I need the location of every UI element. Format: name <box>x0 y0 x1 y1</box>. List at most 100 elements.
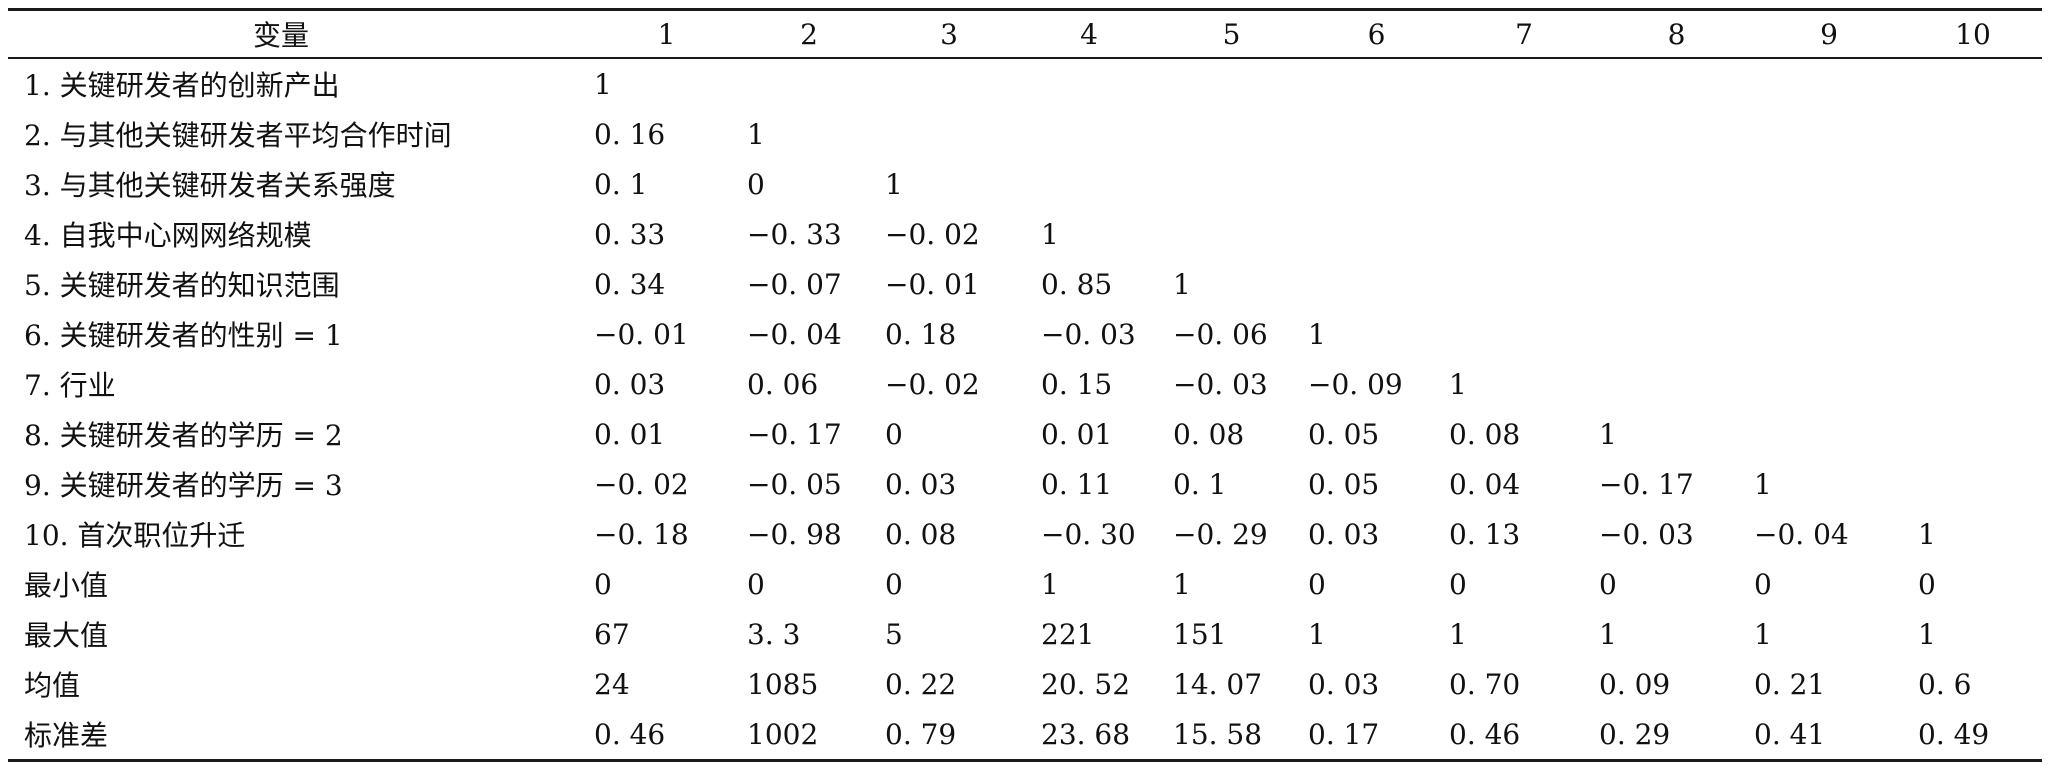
header-col-7: 7 <box>1515 17 1533 51</box>
table-cell: −0. 01 <box>594 317 689 351</box>
table-cell: 0. 04 <box>1449 467 1521 501</box>
table-cell: 0. 70 <box>1449 667 1521 701</box>
table-row: 1. 关键研发者的创新产出 1 <box>8 59 2042 109</box>
table-cell <box>1754 309 1904 359</box>
table-cell: 1 <box>1449 367 1467 401</box>
table-cell <box>1754 359 1904 409</box>
table-cell: 1 <box>1173 267 1191 301</box>
table-cell: 0 <box>885 567 903 601</box>
row-label: 2. 与其他关键研发者平均合作时间 <box>24 119 452 152</box>
table-cell: 0 <box>594 567 612 601</box>
table-cell <box>1304 109 1449 159</box>
table-cell: 0. 17 <box>1308 717 1380 751</box>
table-cell <box>1904 409 2042 459</box>
table-cell: 5 <box>885 617 903 651</box>
table-cell <box>739 59 879 109</box>
table-cell <box>1904 259 2042 309</box>
row-label: 7. 行业 <box>24 369 116 402</box>
table-cell <box>1159 109 1304 159</box>
table-cell: 151 <box>1173 617 1227 651</box>
table-cell: 1 <box>1308 317 1326 351</box>
table-cell <box>1599 259 1754 309</box>
table-cell: 1 <box>1754 467 1772 501</box>
table-cell: 0 <box>1918 567 1936 601</box>
table-row: 均值 24 1085 0. 22 20. 52 14. 07 0. 03 0. 70 0. 09… <box>8 659 2042 709</box>
table-row: 最小值 0 0 0 1 1 0 0 0 0 0 <box>8 559 2042 609</box>
table-cell: 0. 11 <box>1041 467 1113 501</box>
table-cell <box>1904 209 2042 259</box>
correlation-table: 变量 1 2 3 4 5 6 7 8 9 10 <box>8 11 2042 57</box>
table-cell: 0. 05 <box>1308 467 1380 501</box>
header-col-4: 4 <box>1080 17 1098 51</box>
table-cell: −0. 17 <box>1599 467 1694 501</box>
header-row: 变量 1 2 3 4 5 6 7 8 9 10 <box>8 11 2042 57</box>
table-cell <box>1019 109 1159 159</box>
table-cell: 0. 08 <box>1449 417 1521 451</box>
table-cell: 0. 03 <box>594 367 666 401</box>
table-cell: 14. 07 <box>1173 667 1263 701</box>
table-cell <box>1904 359 2042 409</box>
table-cell <box>1599 209 1754 259</box>
table-cell: 0. 79 <box>885 717 957 751</box>
table-cell: 15. 58 <box>1173 717 1263 751</box>
table-cell: 0. 15 <box>1041 367 1113 401</box>
table-cell <box>1754 109 1904 159</box>
table-cell: −0. 02 <box>885 217 980 251</box>
table-cell: −0. 18 <box>594 517 689 551</box>
table-cell: 1002 <box>747 717 819 751</box>
table-cell: 0 <box>1449 567 1467 601</box>
table-cell: −0. 06 <box>1173 317 1268 351</box>
top-rule <box>8 8 2042 11</box>
table-cell <box>1754 209 1904 259</box>
table-cell: 0. 6 <box>1918 667 1972 701</box>
bottom-rule <box>8 759 2042 762</box>
table-cell: 0. 33 <box>594 217 666 251</box>
table-cell <box>1599 359 1754 409</box>
table-cell <box>1599 309 1754 359</box>
table-cell: −0. 03 <box>1599 517 1694 551</box>
table-cell: −0. 05 <box>747 467 842 501</box>
header-col-3: 3 <box>940 17 958 51</box>
table-cell: 1 <box>1041 567 1059 601</box>
table-row: 7. 行业 0. 03 0. 06 −0. 02 0. 15 −0. 03 −0. 09 1 <box>8 359 2042 409</box>
header-col-10: 10 <box>1955 17 1991 51</box>
table-cell <box>1904 459 2042 509</box>
table-cell <box>1159 59 1304 109</box>
table-cell <box>1449 109 1599 159</box>
table-row: 8. 关键研发者的学历 = 2 0. 01 −0. 17 0 0. 01 0. 08 0. … <box>8 409 2042 459</box>
row-label: 最小值 <box>24 569 109 602</box>
table-cell: 1 <box>1599 417 1617 451</box>
table-cell: 221 <box>1041 617 1095 651</box>
row-label: 最大值 <box>24 619 109 652</box>
table-cell: 0 <box>1308 567 1326 601</box>
table-row: 10. 首次职位升迁 −0. 18 −0. 98 0. 08 −0. 30 −0. 29 0… <box>8 509 2042 559</box>
table-cell: −0. 02 <box>885 367 980 401</box>
table-cell: −0. 04 <box>1754 517 1849 551</box>
header-col-2: 2 <box>800 17 818 51</box>
table-cell: 0. 46 <box>1449 717 1521 751</box>
table-cell <box>1449 209 1599 259</box>
table-cell: 23. 68 <box>1041 717 1131 751</box>
table-cell: 1 <box>747 117 765 151</box>
table-cell <box>879 109 1019 159</box>
table-cell: 0. 03 <box>1308 667 1380 701</box>
table-cell: −0. 07 <box>747 267 842 301</box>
table-cell: 1 <box>1918 517 1936 551</box>
row-label: 3. 与其他关键研发者关系强度 <box>24 169 396 202</box>
table-cell: 0. 05 <box>1308 417 1380 451</box>
table-cell: 0. 29 <box>1599 717 1671 751</box>
table-row: 2. 与其他关键研发者平均合作时间 0. 16 1 <box>8 109 2042 159</box>
table-cell <box>1304 209 1449 259</box>
table-cell: 67 <box>594 617 630 651</box>
table-cell <box>1599 59 1754 109</box>
table-row: 9. 关键研发者的学历 = 3 −0. 02 −0. 05 0. 03 0. 11 0. … <box>8 459 2042 509</box>
table-cell: 20. 52 <box>1041 667 1131 701</box>
table-cell: 0. 49 <box>1918 717 1990 751</box>
row-label: 5. 关键研发者的知识范围 <box>24 269 340 302</box>
table-cell: 1 <box>885 167 903 201</box>
header-variable: 变量 <box>252 19 309 52</box>
table-row: 标准差 0. 46 1002 0. 79 23. 68 15. 58 0. 17 0. 46 0… <box>8 709 2042 759</box>
table-cell <box>1904 159 2042 209</box>
table-cell: 1 <box>1754 617 1772 651</box>
table-cell: 1 <box>1918 617 1936 651</box>
